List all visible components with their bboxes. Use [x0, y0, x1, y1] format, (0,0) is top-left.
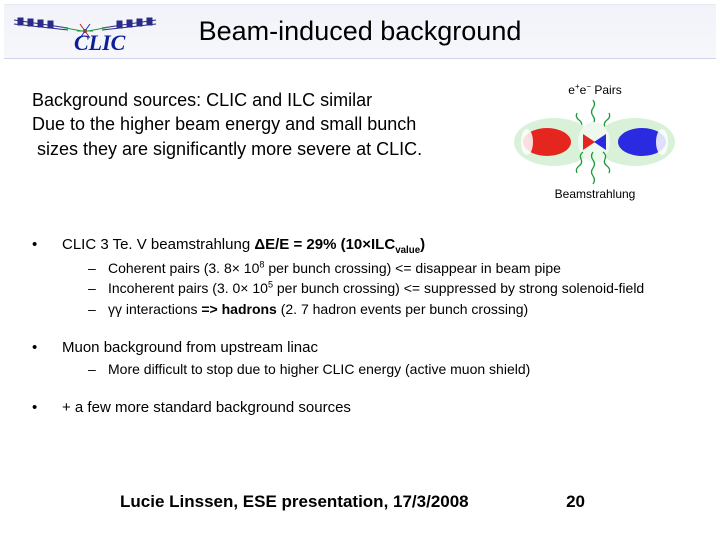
- slide-body: • CLIC 3 Te. V beamstrahlung ΔE/E = 29% …: [32, 228, 688, 419]
- slide: CLIC Beam-induced background Background …: [0, 0, 720, 540]
- bullet-1-pre: CLIC 3 Te. V beamstrahlung: [62, 236, 254, 253]
- title-bar: CLIC Beam-induced background: [4, 4, 716, 59]
- footer-author: Lucie Linssen, ESE presentation, 17/3/20…: [120, 492, 469, 512]
- dash-marker: –: [88, 258, 108, 278]
- intro-line-1: Background sources: CLIC and ILC similar: [32, 88, 462, 112]
- beamstrahlung-label: Beamstrahlung: [555, 187, 636, 201]
- bullet-1-sub-3-text: γγ interactions => hadrons (2. 7 hadron …: [108, 299, 688, 319]
- bullet-1-sub-1: – Coherent pairs (3. 8× 108 per bunch cr…: [88, 258, 688, 278]
- bullet-1-text: CLIC 3 Te. V beamstrahlung ΔE/E = 29% (1…: [62, 234, 688, 258]
- bullet-1-sub-1-text: Coherent pairs (3. 8× 108 per bunch cros…: [108, 258, 688, 278]
- dash-marker: –: [88, 278, 108, 298]
- footer-page-number: 20: [566, 492, 585, 512]
- bullet-3: • + a few more standard background sourc…: [32, 397, 688, 419]
- bullet-1-sub: value: [395, 245, 420, 256]
- bullet-marker: •: [32, 234, 62, 258]
- bullet-2-sub-1-text: More difficult to stop due to higher CLI…: [108, 359, 688, 379]
- bullet-1: • CLIC 3 Te. V beamstrahlung ΔE/E = 29% …: [32, 234, 688, 258]
- bullet-2: • Muon background from upstream linac: [32, 337, 688, 359]
- bullet-marker: •: [32, 397, 62, 419]
- bullet-1-sub-2: – Incoherent pairs (3. 0× 105 per bunch …: [88, 278, 688, 298]
- bullet-1-mid: (10×ILC: [341, 236, 396, 253]
- bullet-1-sub-3: – γγ interactions => hadrons (2. 7 hadro…: [88, 299, 688, 319]
- bullet-1-sub-2-text: Incoherent pairs (3. 0× 105 per bunch cr…: [108, 278, 688, 298]
- bullet-1-bold: ΔE/E = 29%: [254, 236, 340, 253]
- dash-marker: –: [88, 299, 108, 319]
- intro-line-3: sizes they are significantly more severe…: [32, 137, 462, 161]
- dash-marker: –: [88, 359, 108, 379]
- bullet-marker: •: [32, 337, 62, 359]
- intro-text: Background sources: CLIC and ILC similar…: [32, 88, 462, 161]
- bullet-3-text: + a few more standard background sources: [62, 397, 688, 419]
- bullet-1-end: ): [420, 236, 425, 253]
- slide-title: Beam-induced background: [4, 16, 716, 47]
- bullet-2-text: Muon background from upstream linac: [62, 337, 688, 359]
- beamstrahlung-diagram: e+e− Pairs: [497, 82, 692, 202]
- svg-text:e+e− Pairs: e+e− Pairs: [568, 82, 621, 97]
- bullet-2-sub-1: – More difficult to stop due to higher C…: [88, 359, 688, 379]
- intro-line-2: Due to the higher beam energy and small …: [32, 112, 462, 136]
